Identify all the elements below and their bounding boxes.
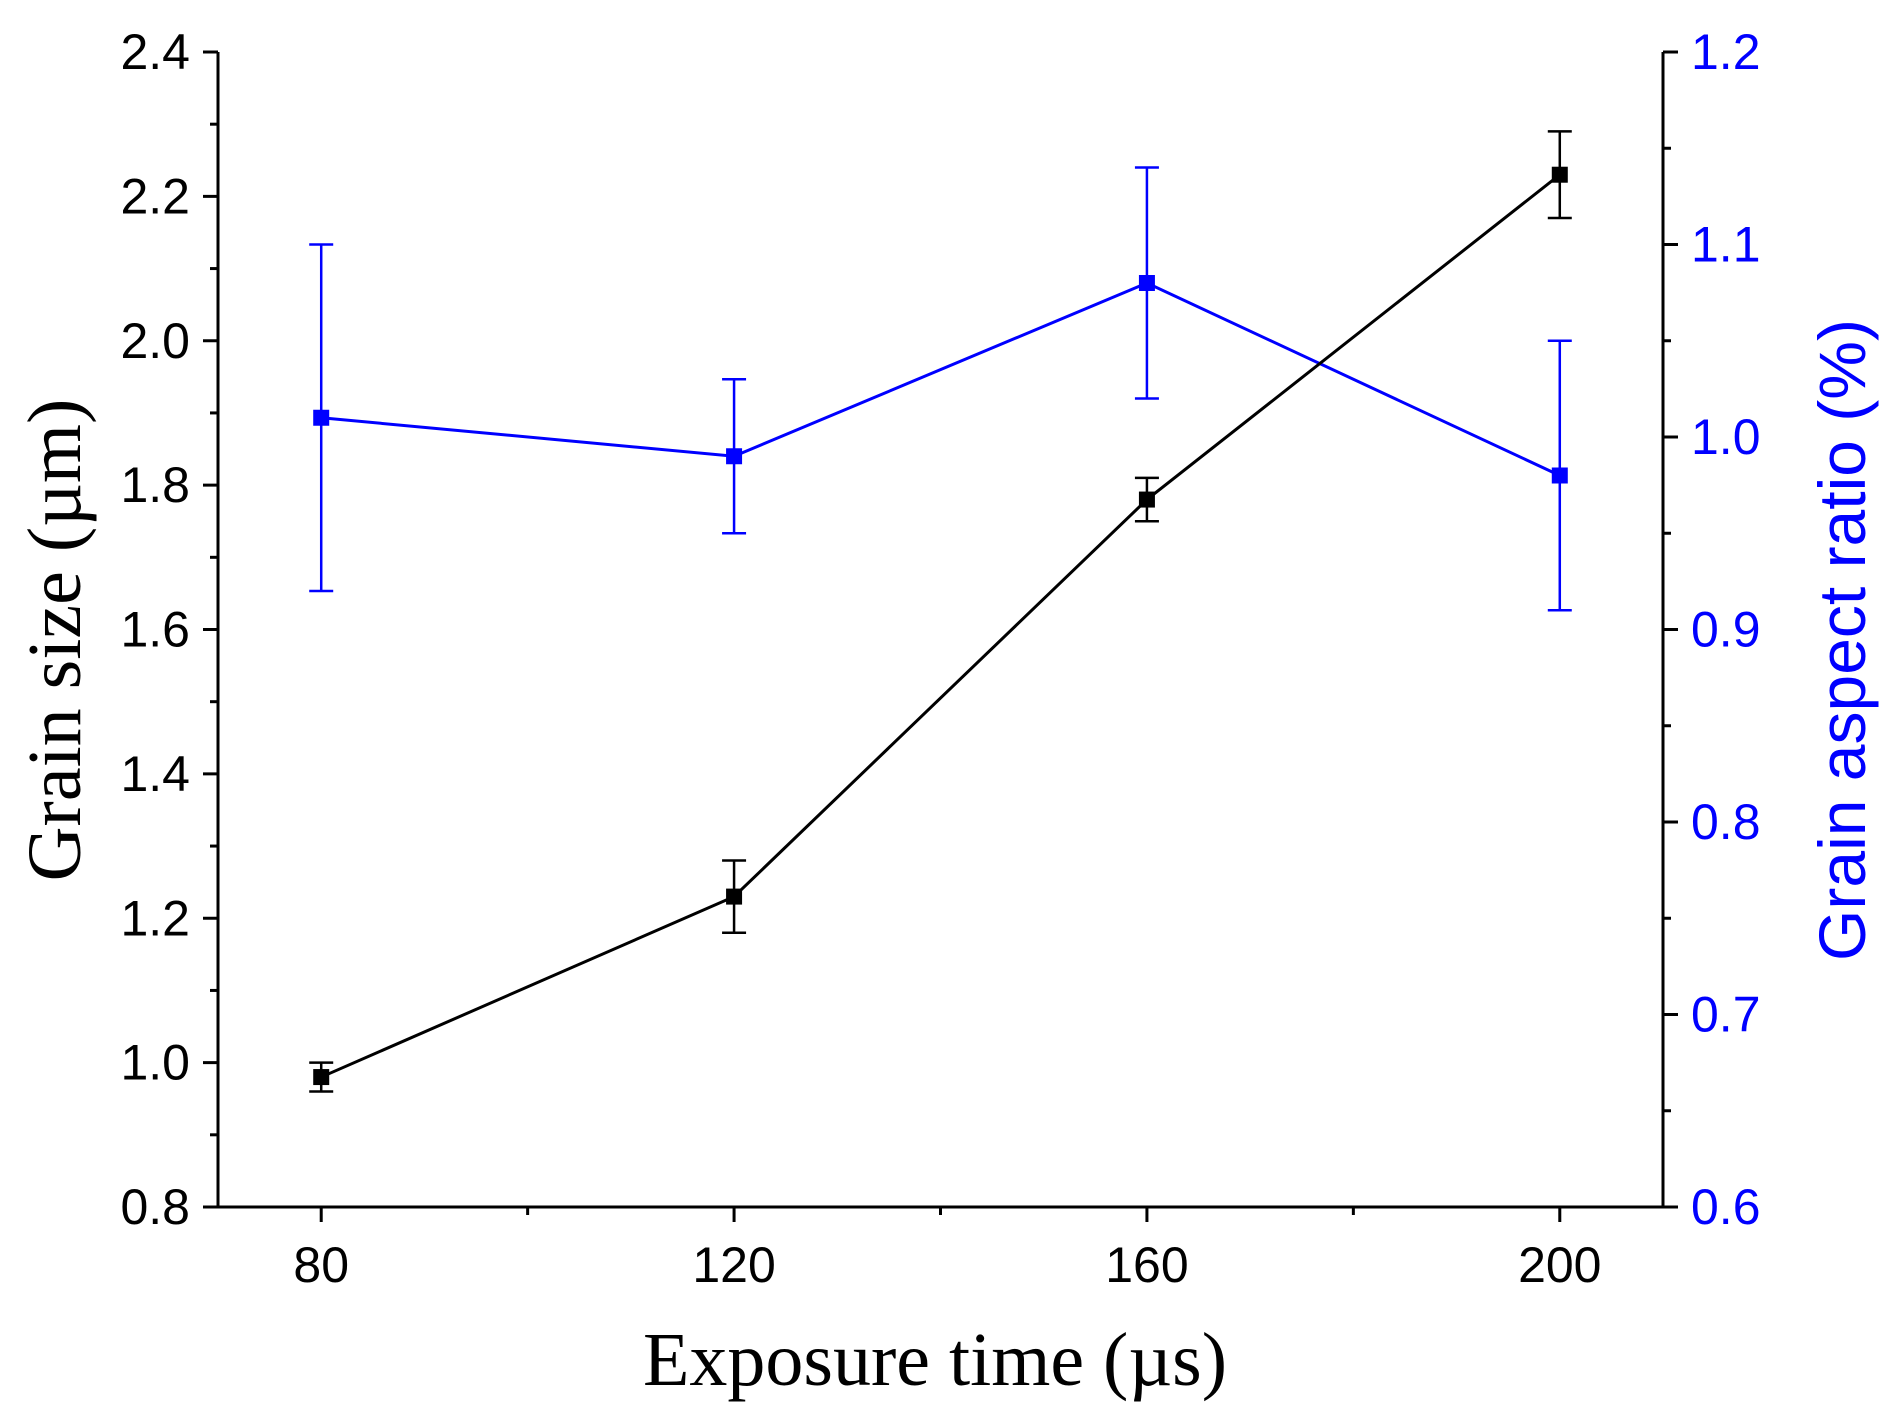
y-left-tick-label: 1.0 [120,1035,190,1091]
x-tick-label: 200 [1518,1237,1601,1293]
y-right-tick-label: 1.0 [1691,409,1761,465]
data-point-marker [1551,467,1568,484]
x-axis-title: Exposure time (µs) [643,1318,1227,1402]
y-left-tick-label: 1.6 [120,602,190,658]
y-right-tick-label: 0.9 [1691,602,1761,658]
x-tick-label: 120 [692,1237,775,1293]
series-line [321,281,1561,477]
y-axis-right-title: Grain aspect ratio (%) [1805,319,1879,961]
y-axis-left-title: Grain size (µm) [13,399,97,882]
data-point-marker [313,1069,330,1086]
y-left-tick-label: 1.4 [120,746,190,802]
y-left-tick-label: 0.8 [120,1179,190,1235]
data-point-marker [726,888,743,905]
x-tick-label: 160 [1105,1237,1188,1293]
data-point-marker [1551,166,1568,183]
data-point-marker [726,448,743,465]
y-axis-left: 0.8 1.0 1.2 1.4 1.6 1.8 2.0 2.2 2.4 [120,24,218,1235]
data-point-marker [313,409,330,426]
x-tick-label: 80 [293,1237,349,1293]
y-left-tick-label: 2.2 [120,168,190,224]
y-left-tick-label: 2.4 [120,24,190,80]
data-point-marker [1138,275,1155,291]
y-right-tick-label: 1.1 [1691,217,1761,273]
series-layer [309,130,1572,1093]
y-left-tick-label: 2.0 [120,313,190,369]
y-right-tick-label: 0.6 [1691,1179,1761,1235]
series-line [320,173,1561,1079]
y-right-tick-label: 0.7 [1691,987,1761,1043]
y-right-tick-label: 0.8 [1691,794,1761,850]
y-axis-right: 0.6 0.7 0.8 0.9 1.0 1.1 1.2 [1663,24,1761,1235]
data-point-marker [1138,491,1155,508]
plot-frame [216,52,1665,1209]
x-axis: 80 120 160 200 [293,1207,1602,1293]
y-left-tick-label: 1.2 [120,890,190,946]
y-left-tick-label: 1.8 [120,457,190,513]
y-right-tick-label: 1.2 [1691,24,1761,80]
